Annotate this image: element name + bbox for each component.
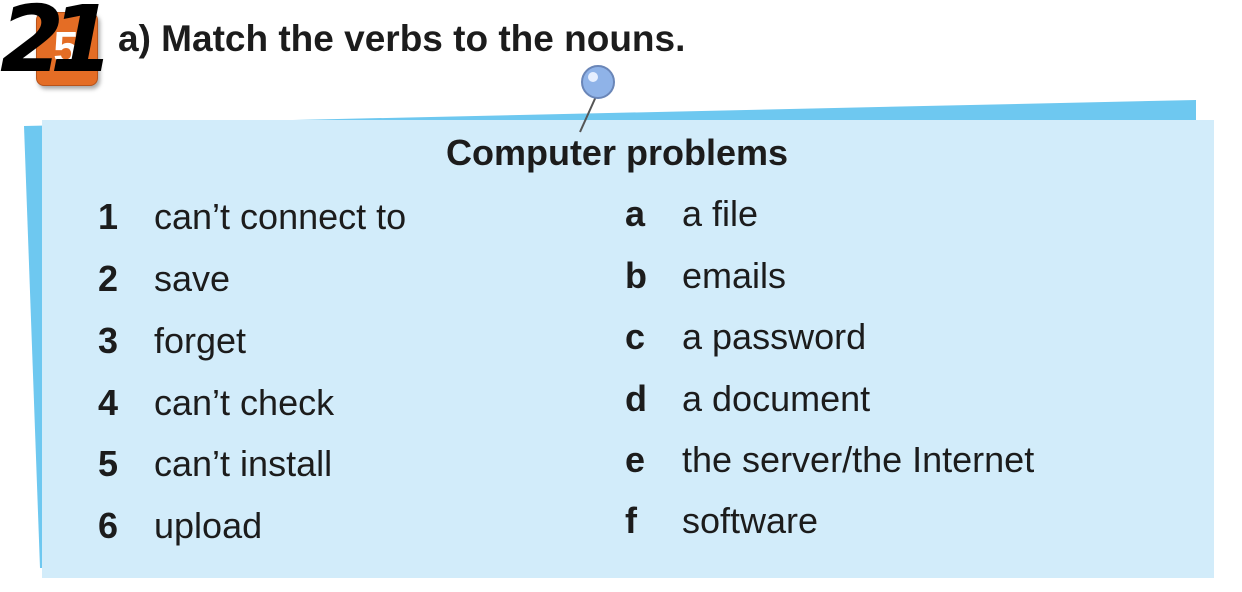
panel-title: Computer problems bbox=[445, 132, 789, 173]
item-letter: f bbox=[625, 500, 637, 541]
item-letter: e bbox=[625, 439, 646, 480]
exercise-number: 21 bbox=[0, 0, 114, 93]
badge-box bbox=[36, 12, 98, 86]
exercise-badge: 5 21 bbox=[0, 0, 114, 86]
item-text: can’t install bbox=[154, 443, 333, 484]
item-text: can’t check bbox=[154, 382, 335, 423]
item-letter: a bbox=[625, 193, 646, 234]
item-letter: b bbox=[625, 255, 647, 296]
item-text: emails bbox=[682, 255, 787, 296]
item-letter: c bbox=[625, 316, 646, 357]
item-text: a document bbox=[682, 378, 871, 419]
item-text: a password bbox=[682, 316, 867, 357]
item-number: 4 bbox=[98, 382, 119, 423]
item-letter: d bbox=[625, 378, 647, 419]
instruction-heading: a) Match the verbs to the nouns. bbox=[118, 18, 686, 59]
item-text: can’t connect to bbox=[154, 196, 407, 237]
item-text: the server/the Internet bbox=[682, 439, 1035, 480]
item-text: software bbox=[682, 500, 819, 541]
badge-inner-number: 5 bbox=[53, 22, 79, 74]
item-text: save bbox=[154, 258, 231, 299]
panel-front-sheet bbox=[42, 120, 1214, 578]
item-number: 2 bbox=[98, 258, 119, 299]
item-number: 5 bbox=[98, 443, 119, 484]
item-text: a file bbox=[682, 193, 759, 234]
item-number: 1 bbox=[98, 196, 119, 237]
pin-head-icon bbox=[581, 65, 615, 99]
item-text: upload bbox=[154, 505, 263, 546]
item-number: 3 bbox=[98, 320, 119, 361]
item-text: forget bbox=[154, 320, 247, 361]
item-number: 6 bbox=[98, 505, 119, 546]
